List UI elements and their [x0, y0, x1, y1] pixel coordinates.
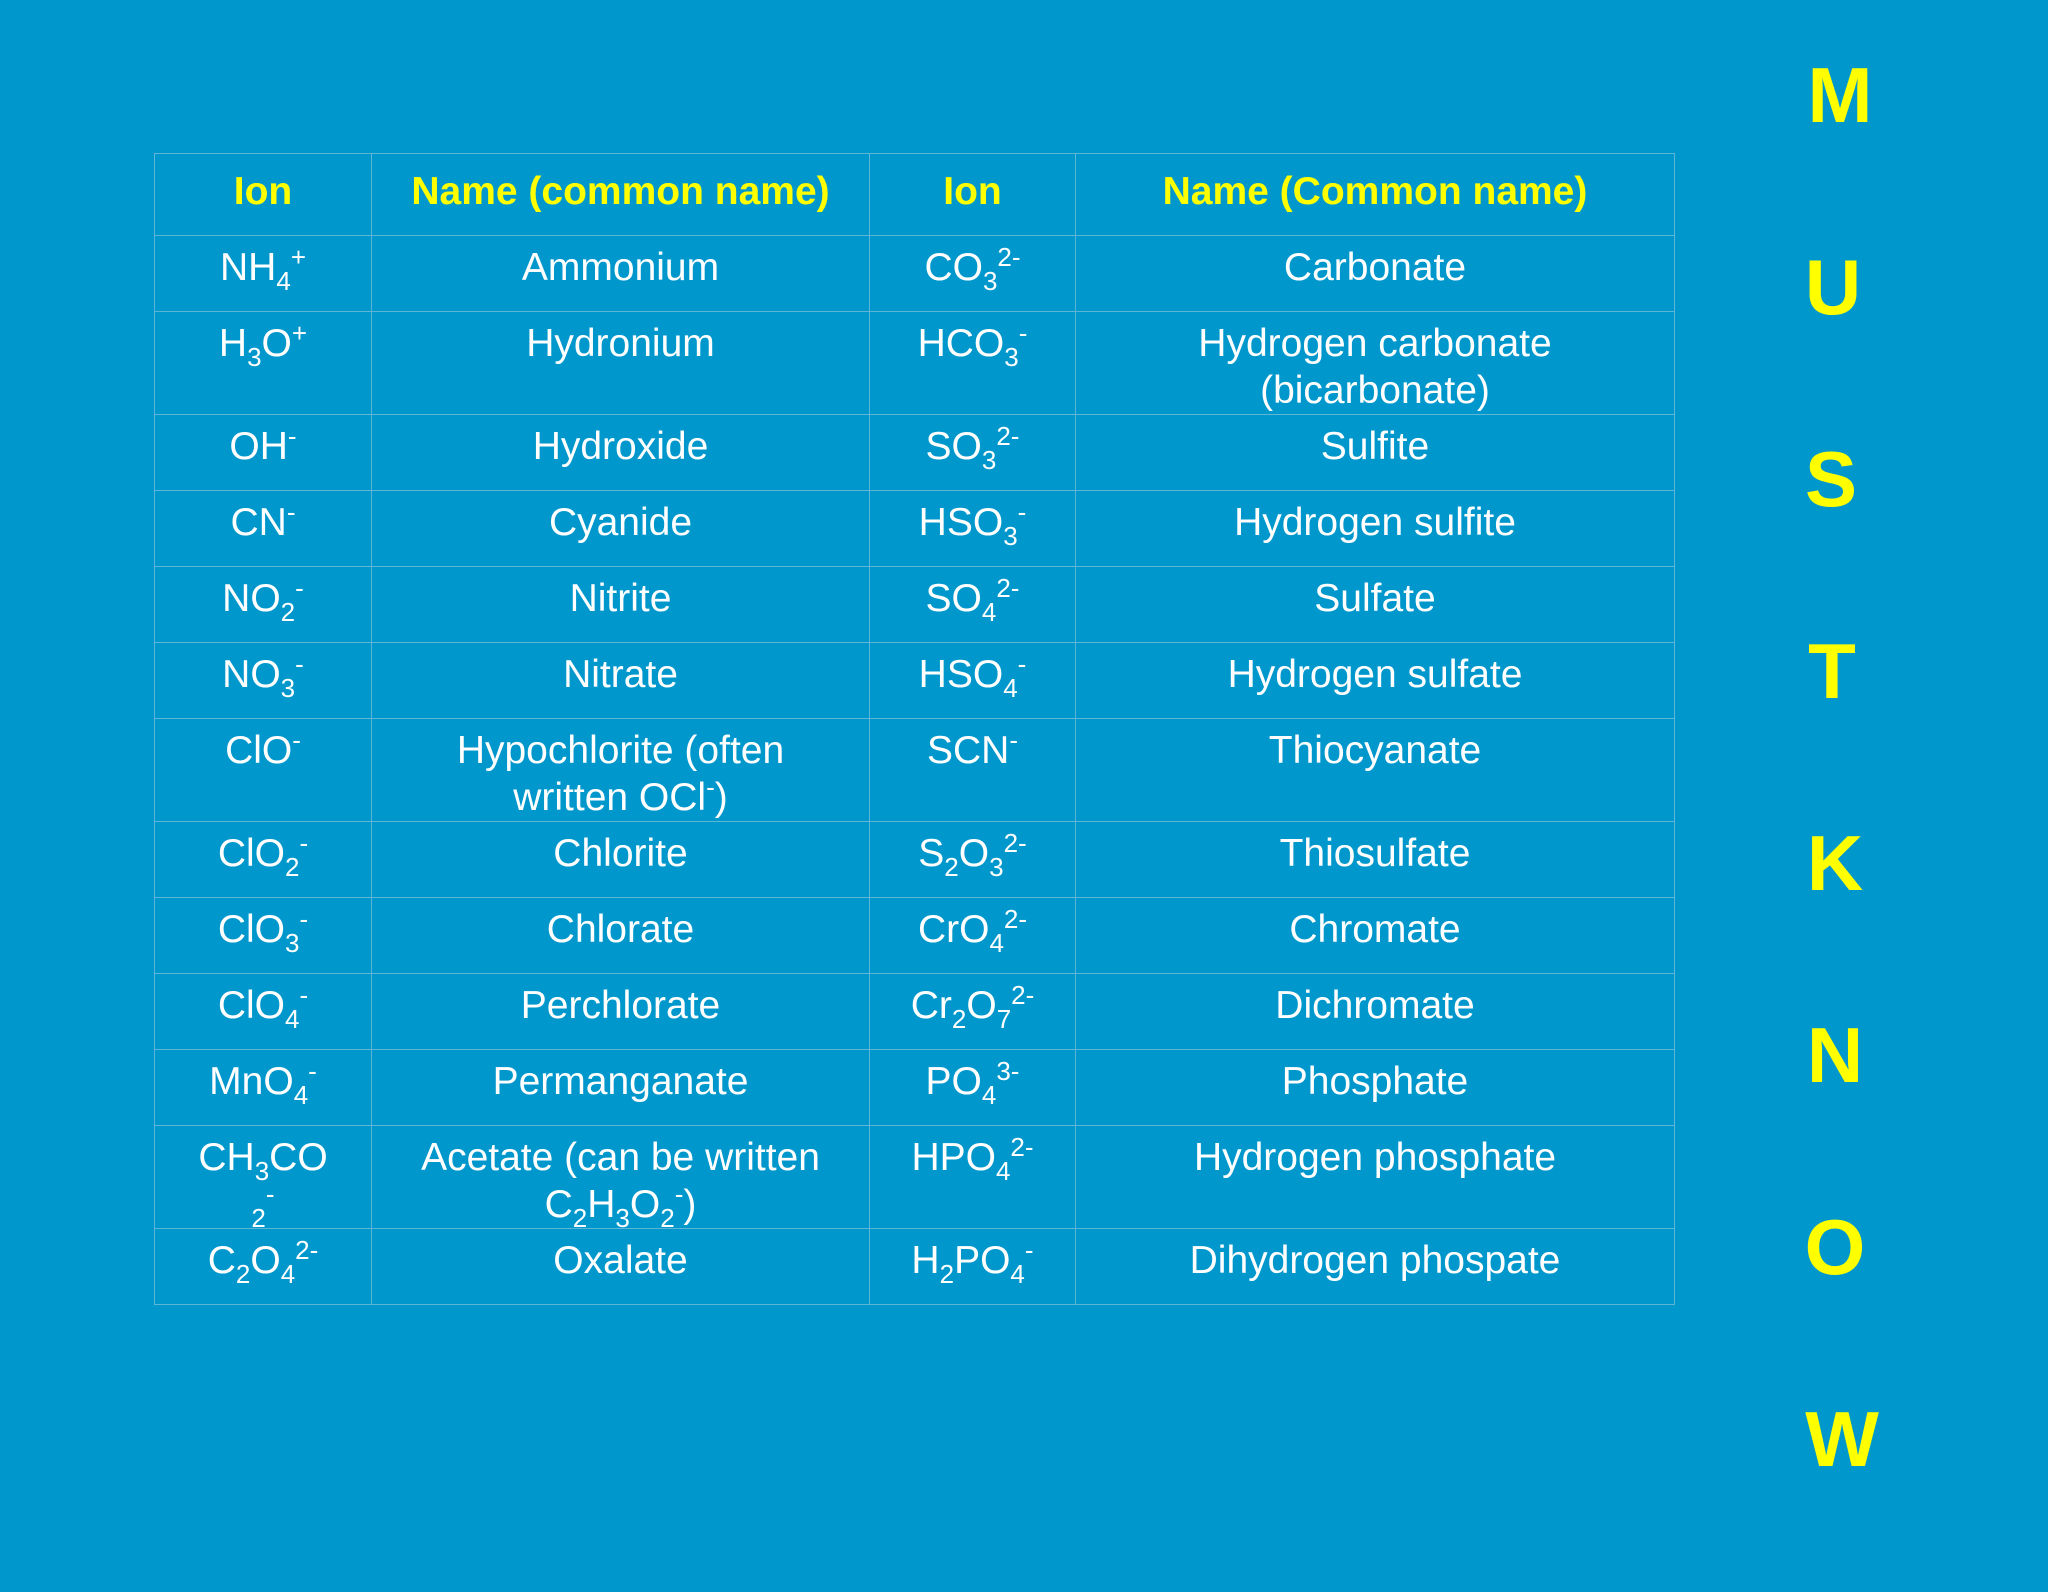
table-row: C2O42- Oxalate H2PO4- Dihydrogen phospate [154, 1228, 1675, 1305]
ion-formula-1: CN- [154, 490, 372, 567]
table-row: NO2- Nitrite SO42- Sulfate [154, 566, 1675, 643]
side-letter: M [1807, 51, 1873, 139]
ion-formula-2: H2PO4- [869, 1228, 1076, 1305]
side-letter: U [1804, 243, 1862, 331]
ion-formula-2: HPO42- [869, 1125, 1076, 1229]
ion-name-1: Hydronium [371, 311, 870, 415]
ion-formula-2: HSO4- [869, 642, 1076, 719]
ion-name-1: Hydroxide [371, 414, 870, 491]
table-row: H3O+ Hydronium HCO3- Hydrogen carbonate (bi… [154, 311, 1675, 415]
ion-formula-1: ClO2- [154, 821, 372, 898]
ion-formula-1: OH- [154, 414, 372, 491]
ion-name-1: Ammonium [371, 235, 870, 312]
table-row: ClO4- Perchlorate Cr2O72- Dichromate [154, 973, 1675, 1050]
table-row: OH- Hydroxide SO32- Sulfite [154, 414, 1675, 491]
ion-name-2: Dihydrogen phospate [1075, 1228, 1675, 1305]
ion-formula-1: ClO4- [154, 973, 372, 1050]
ion-formula-1: NO2- [154, 566, 372, 643]
ion-formula-2: CrO42- [869, 897, 1076, 974]
table-row: ClO2- Chlorite S2O32- Thiosulfate [154, 821, 1675, 898]
ion-formula-1: NH4+ [154, 235, 372, 312]
ion-formula-2: S2O32- [869, 821, 1076, 898]
table-row: ClO3- Chlorate CrO42- Chromate [154, 897, 1675, 974]
ion-name-2: Thiosulfate [1075, 821, 1675, 898]
header-name-2: Name (Common name) [1075, 153, 1675, 236]
ion-formula-1: ClO- [154, 718, 372, 822]
side-letter: O [1804, 1203, 1866, 1291]
table-row: CH3CO 2- Acetate (can be written C2H3O2-) H… [154, 1125, 1675, 1229]
ion-name-1: Hypochlorite (often written OCl-) [371, 718, 870, 822]
ion-table-header: Ion Name (common name) Ion Name (Common … [154, 153, 1675, 236]
ion-formula-1: C2O42- [154, 1228, 372, 1305]
ion-formula-1: NO3- [154, 642, 372, 719]
ion-name-2: Hydrogen sulfite [1075, 490, 1675, 567]
header-ion-2: Ion [869, 153, 1076, 236]
ion-formula-2: Cr2O72- [869, 973, 1076, 1050]
side-letter: W [1805, 1395, 1879, 1483]
ion-name-2: Sulfite [1075, 414, 1675, 491]
ion-formula-2: HSO3- [869, 490, 1076, 567]
ion-formula-1: ClO3- [154, 897, 372, 974]
ion-name-2: Sulfate [1075, 566, 1675, 643]
ion-name-2: Chromate [1075, 897, 1675, 974]
ion-name-1: Cyanide [371, 490, 870, 567]
ion-name-1: Chlorite [371, 821, 870, 898]
ion-name-1: Oxalate [371, 1228, 870, 1305]
header-ion-1: Ion [154, 153, 372, 236]
ion-formula-2: SO42- [869, 566, 1076, 643]
header-name-1: Name (common name) [371, 153, 870, 236]
ion-name-1: Permanganate [371, 1049, 870, 1126]
table-row: NO3- Nitrate HSO4- Hydrogen sulfate [154, 642, 1675, 719]
ion-name-1: Nitrite [371, 566, 870, 643]
ion-name-2: Hydrogen sulfate [1075, 642, 1675, 719]
table-row: CN- Cyanide HSO3- Hydrogen sulfite [154, 490, 1675, 567]
table-row: ClO- Hypochlorite (often written OCl-) SCN… [154, 718, 1675, 822]
side-letter: S [1804, 435, 1858, 523]
side-letter: T [1808, 627, 1856, 715]
ion-name-2: Dichromate [1075, 973, 1675, 1050]
ion-formula-2: SO32- [869, 414, 1076, 491]
ion-name-2: Thiocyanate [1075, 718, 1675, 822]
ion-name-2: Hydrogen phosphate [1075, 1125, 1675, 1229]
table-row: MnO4- Permanganate PO43- Phosphate [154, 1049, 1675, 1126]
ion-name-1: Acetate (can be written C2H3O2-) [371, 1125, 870, 1229]
table-row: NH4+ Ammonium CO32- Carbonate [154, 235, 1675, 312]
ion-formula-2: HCO3- [869, 311, 1076, 415]
header-row: Ion Name (common name) Ion Name (Common … [154, 153, 1675, 236]
ion-formula-2: PO43- [869, 1049, 1076, 1126]
ion-formula-1: CH3CO 2- [154, 1125, 372, 1229]
ion-name-2: Carbonate [1075, 235, 1675, 312]
ion-table: Ion Name (common name) Ion Name (Common … [154, 153, 1675, 1305]
side-letter: K [1806, 819, 1864, 907]
ion-table-body: NH4+ Ammonium CO32- Carbonate H3O+ Hydronium H… [154, 235, 1675, 1305]
ion-name-1: Chlorate [371, 897, 870, 974]
ion-formula-2: CO32- [869, 235, 1076, 312]
ion-name-1: Nitrate [371, 642, 870, 719]
ion-name-2: Hydrogen carbonate (bicarbonate) [1075, 311, 1675, 415]
ion-name-1: Perchlorate [371, 973, 870, 1050]
side-letter: N [1806, 1011, 1864, 1099]
ion-formula-1: H3O+ [154, 311, 372, 415]
ion-formula-1: MnO4- [154, 1049, 372, 1126]
ion-formula-2: SCN- [869, 718, 1076, 822]
ion-name-2: Phosphate [1075, 1049, 1675, 1126]
